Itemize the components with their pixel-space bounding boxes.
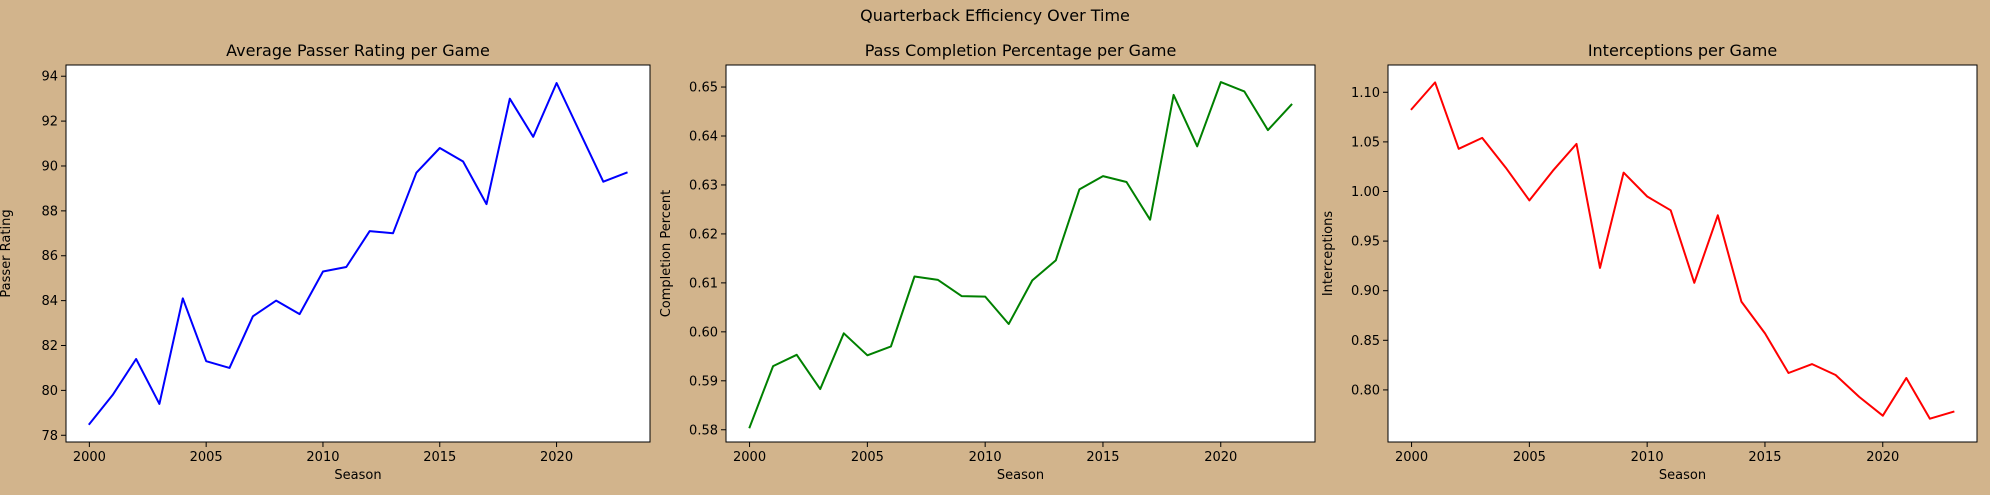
rating-x-axis-label: Season <box>334 468 381 483</box>
interceptions-y-tick-label: 1.00 <box>1351 185 1380 200</box>
interceptions-title: Interceptions per Game <box>1588 41 1777 60</box>
rating-y-tick-label: 84 <box>41 294 58 309</box>
interceptions-y-tick-label: 1.10 <box>1351 86 1380 101</box>
completion-x-tick-label: 2010 <box>969 450 1002 465</box>
interceptions-y-tick-label: 0.90 <box>1351 284 1380 299</box>
interceptions-x-tick-label: 2020 <box>1866 450 1899 465</box>
completion-plot-area <box>726 65 1315 442</box>
completion-y-tick-label: 0.61 <box>689 276 718 291</box>
rating-title: Average Passer Rating per Game <box>226 41 490 60</box>
completion-x-axis-label: Season <box>997 468 1044 483</box>
rating-y-tick-label: 80 <box>41 384 58 399</box>
rating-y-tick-label: 86 <box>41 249 58 264</box>
rating-x-tick-label: 2015 <box>423 450 456 465</box>
completion-y-tick-label: 0.63 <box>689 178 718 193</box>
completion-y-tick-label: 0.65 <box>689 81 718 96</box>
completion-series-line <box>748 81 1293 429</box>
completion-x-tick-label: 2020 <box>1204 450 1237 465</box>
rating-y-tick-label: 92 <box>41 115 58 130</box>
completion-y-tick-label: 0.60 <box>689 325 718 340</box>
interceptions-y-tick-label: 1.05 <box>1351 135 1380 150</box>
interceptions-x-tick-label: 2005 <box>1513 450 1546 465</box>
rating-y-axis-label: Passer Rating <box>0 209 14 297</box>
interceptions-panel: Interceptions per Game 2000 2005 2010 2015 20… <box>1321 41 1978 483</box>
rating-y-tick-label: 90 <box>41 159 58 174</box>
interceptions-y-tick-label: 0.95 <box>1351 235 1380 250</box>
interceptions-x-axis-label: Season <box>1659 468 1706 483</box>
rating-plot-area <box>66 65 650 442</box>
completion-y-tick-label: 0.62 <box>689 227 718 242</box>
completion-x-tick-label: 2015 <box>1086 450 1119 465</box>
completion-percentage-panel: Pass Completion Percentage per Game 2000 2… <box>659 41 1316 483</box>
completion-y-tick-label: 0.58 <box>689 423 718 438</box>
interceptions-x-tick-label: 2010 <box>1631 450 1664 465</box>
rating-y-tick-label: 82 <box>41 339 58 354</box>
rating-x-tick-label: 2005 <box>190 450 223 465</box>
interceptions-y-tick-label: 0.80 <box>1351 383 1380 398</box>
passer-rating-panel: Average Passer Rating per Game 2000 2005 20… <box>0 41 651 483</box>
rating-y-tick-label: 88 <box>41 204 58 219</box>
interceptions-x-tick-label: 2000 <box>1395 450 1428 465</box>
rating-x-tick-label: 2020 <box>540 450 573 465</box>
completion-x-tick-label: 2000 <box>733 450 766 465</box>
rating-series-line <box>87 82 628 426</box>
rating-y-tick-label: 94 <box>41 70 58 85</box>
completion-y-axis-label: Completion Percent <box>659 190 674 318</box>
rating-axes-frame <box>65 64 651 443</box>
interceptions-y-tick-label: 0.85 <box>1351 334 1380 349</box>
rating-y-tick-label: 78 <box>41 429 58 444</box>
rating-x-tick-label: 2000 <box>73 450 106 465</box>
completion-x-tick-label: 2005 <box>851 450 884 465</box>
figure-suptitle: Quarterback Efficiency Over Time <box>860 6 1130 25</box>
completion-axes-frame <box>725 64 1316 443</box>
interceptions-y-axis-label: Interceptions <box>1321 211 1336 297</box>
interceptions-series-line <box>1410 81 1955 420</box>
rating-x-tick-label: 2010 <box>306 450 339 465</box>
interceptions-plot-area <box>1388 65 1977 442</box>
completion-y-tick-label: 0.64 <box>689 129 718 144</box>
interceptions-axes-frame <box>1387 64 1978 443</box>
completion-title: Pass Completion Percentage per Game <box>865 41 1177 60</box>
interceptions-x-tick-label: 2015 <box>1748 450 1781 465</box>
completion-y-tick-label: 0.59 <box>689 374 718 389</box>
